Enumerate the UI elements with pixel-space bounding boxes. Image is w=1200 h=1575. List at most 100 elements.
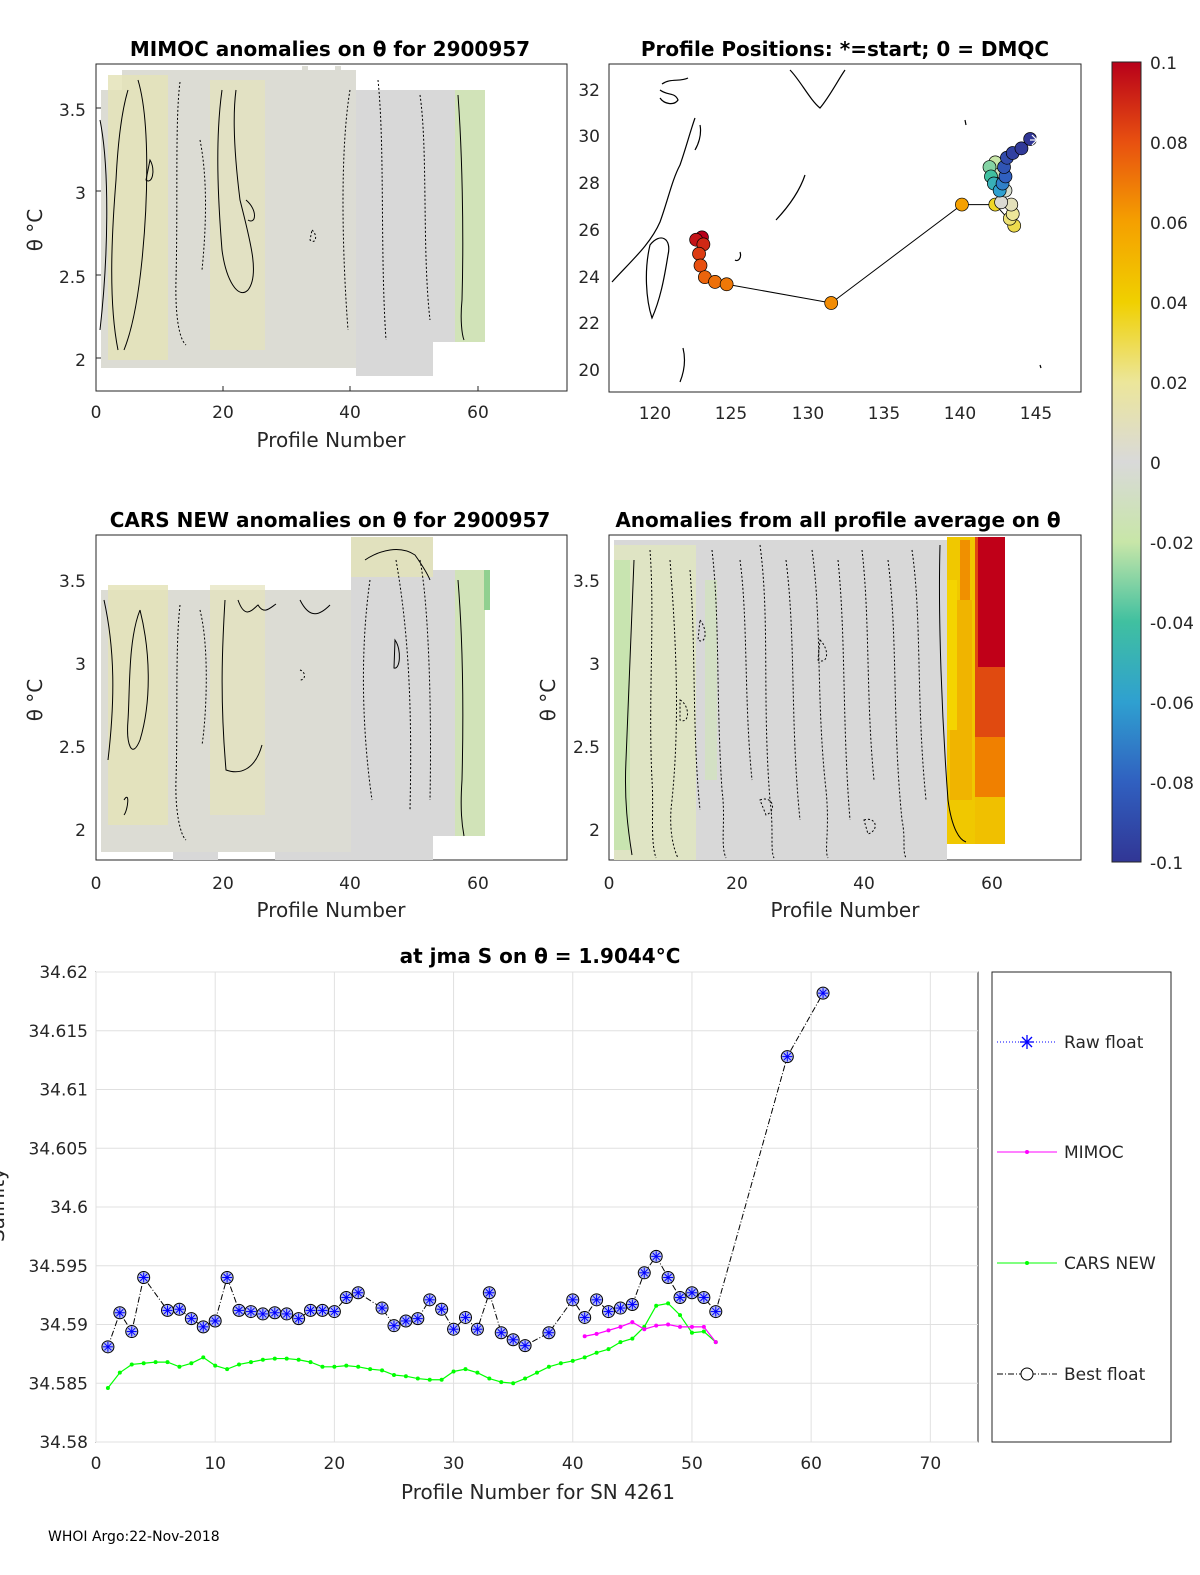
positions-xtick: 135 [868,404,900,424]
mimoc-point [618,1324,623,1329]
best-float-point [447,1322,461,1336]
raw-float-asterisk [509,1335,518,1344]
legend-label: Raw float [1064,1033,1144,1053]
cars-new-point [594,1350,599,1355]
best-float-point [506,1333,520,1347]
allavg-xticks: 0 20 40 60 [604,874,1003,894]
best-float-point [196,1320,210,1334]
raw-float-asterisk [163,1306,172,1315]
salinity-xtick: 60 [800,1454,822,1474]
raw-float-asterisk [270,1308,279,1317]
colorbar-tick: -0.02 [1150,534,1194,554]
raw-float-asterisk [199,1322,208,1331]
best-float-point [244,1305,258,1319]
cars-new-point [225,1367,230,1372]
best-float-point [518,1339,532,1353]
cars-new-point [570,1358,575,1363]
cars-new-point [511,1381,516,1386]
cars-new-point [284,1356,289,1361]
allavg-ylabel: θ °C [536,679,560,722]
best-float-point [268,1306,282,1320]
positions-xtick: 125 [715,404,747,424]
raw-float-asterisk [497,1328,506,1337]
allavg-xlabel: Profile Number [771,898,921,922]
best-float-point [292,1312,306,1326]
best-float-point [339,1290,353,1304]
cars-new-point [380,1368,385,1373]
allavg-ytick: 3 [589,655,600,675]
colorbar-tick: -0.06 [1150,694,1194,714]
profile-position-dot [955,197,969,212]
colorbar-tick: 0 [1150,454,1161,474]
cars-new-point [165,1360,170,1365]
salinity-ytick: 34.6 [50,1198,88,1218]
legend: Raw float MIMOC CARS NEW Best float [991,971,1172,1443]
raw-float-asterisk [223,1273,231,1282]
legend-box [991,971,1172,1443]
mimoc-contours [99,79,465,351]
best-float-point [697,1290,711,1304]
best-float-point [637,1266,651,1280]
allavg-contours [624,544,967,856]
positions-ytick: 32 [578,81,600,101]
allavg-neg-contours [649,544,927,859]
positions-axes [608,63,1082,393]
raw-float-asterisk [676,1293,684,1302]
coastline [611,69,1042,383]
raw-float-asterisk [783,1052,792,1061]
salinity-xtick: 50 [681,1454,703,1474]
mimoc-point [666,1322,671,1327]
raw-float-asterisk [425,1295,434,1304]
mimoc-ytick: 3.5 [59,101,86,121]
cars-new-point [308,1360,313,1365]
mimoc-xticks: 0 20 40 60 [91,403,489,423]
mimoc-point [582,1334,587,1339]
raw-float-asterisk [413,1314,422,1323]
cars-new-point [546,1364,551,1369]
cars-new-point [272,1356,277,1361]
best-float-point [184,1312,198,1326]
cars-new-line [107,1302,717,1389]
raw-float-asterisk [306,1306,315,1315]
cars-new-point [415,1376,420,1381]
raw-float-asterisk [604,1307,613,1316]
colorbar-ticks: 0.1 0.08 0.06 0.04 0.02 0 -0.02 -0.04 -0… [1150,54,1194,874]
mimoc-panel: 3.5 3 2.5 2 0 20 40 60 MIMOC anomalies o… [23,37,568,452]
best-float-point [578,1310,592,1324]
raw-float-asterisk [521,1341,529,1350]
best-float-point [399,1314,413,1328]
cars-new-point [666,1301,671,1306]
cars-xlabel: Profile Number [257,898,407,922]
cars-new-point [439,1377,444,1382]
mimoc-point [606,1328,611,1333]
salinity-series [101,986,830,1390]
legend-item-cars-new: CARS NEW [997,1254,1156,1274]
raw-float-asterisk [139,1273,148,1282]
salinity-ytick: 34.58 [39,1433,88,1453]
mimoc-point [642,1327,647,1332]
best-float-point [661,1271,675,1284]
cars-new-point [141,1361,146,1366]
cars-new-point [606,1347,611,1352]
legend-label: Best float [1064,1365,1146,1385]
mimoc-point [630,1320,635,1325]
profile-position-dot [1014,141,1029,156]
salinity-ytick: 34.615 [29,1022,88,1042]
legend-item-mimoc: MIMOC [997,1143,1124,1163]
positions-ytick: 24 [578,268,600,288]
cars-xtick: 60 [467,874,489,894]
salinity-ytick: 34.62 [39,963,88,983]
allavg-anomaly-field [614,537,1005,860]
best-float-point [351,1286,365,1300]
cars-ytick: 3 [75,655,86,675]
raw-float-asterisk [127,1327,136,1336]
best-float-point [113,1306,127,1320]
salinity-xtick: 0 [91,1454,102,1474]
salinity-ytick: 34.59 [39,1316,88,1336]
cars-new-point [129,1362,134,1367]
colorbar: 0.1 0.08 0.06 0.04 0.02 0 -0.02 -0.04 -0… [1111,54,1194,874]
positions-ytick: 30 [578,127,600,147]
profile-position-dot [692,246,706,261]
raw-float-asterisk [568,1295,577,1304]
